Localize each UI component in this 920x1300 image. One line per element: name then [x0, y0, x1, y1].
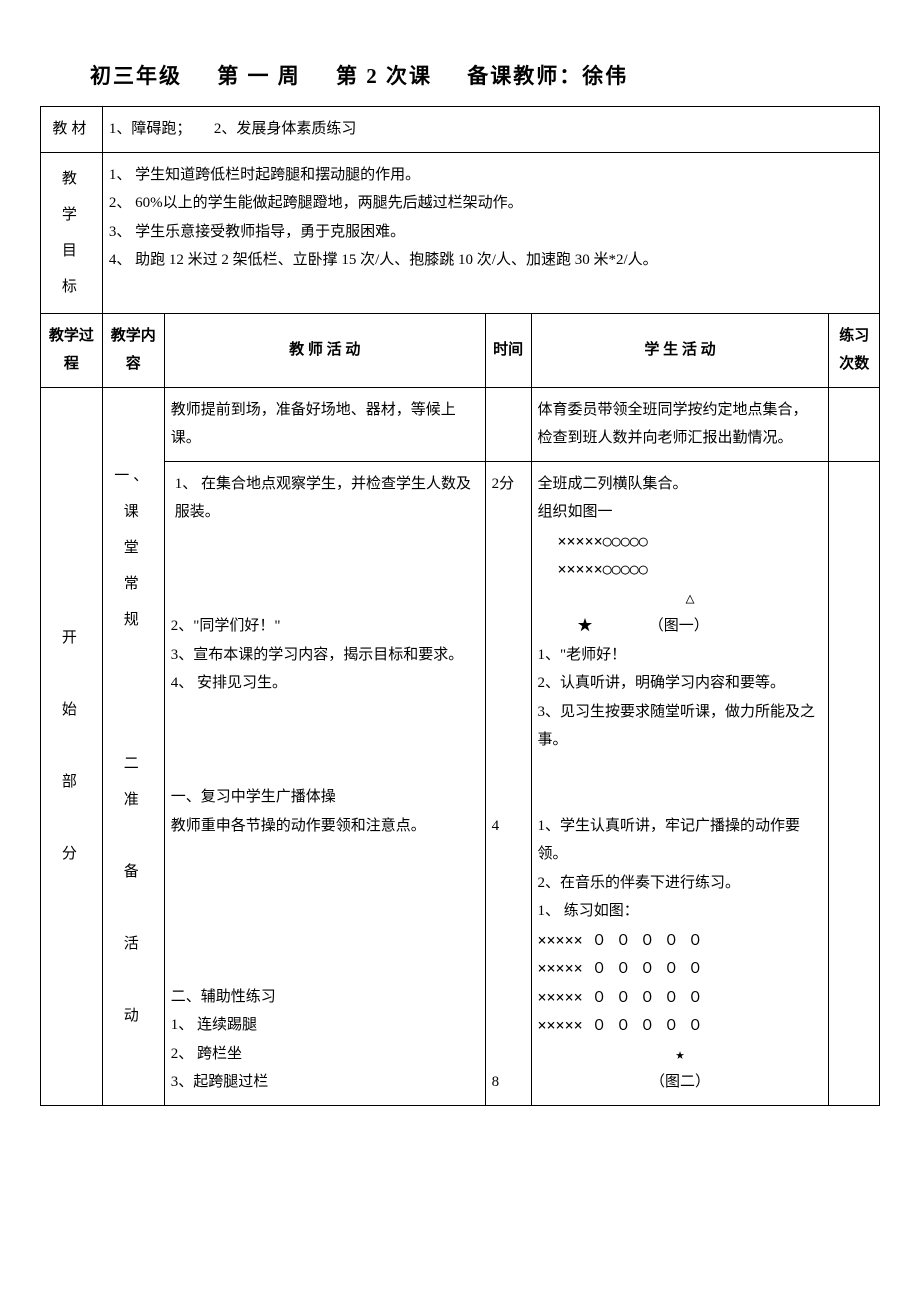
col-process: 教学过程	[41, 313, 103, 387]
teacher-pre: 教师提前到场，准备好场地、器材，等候上课。	[164, 387, 485, 461]
teacher-sec2-body: 教师重申各节操的动作要领和注意点。	[171, 812, 479, 841]
stu-l2: 组织如图一	[538, 498, 823, 527]
teacher-line4: 4、 安排见习生。	[171, 669, 479, 698]
stu-resp1: 1、"老师好！	[538, 641, 823, 670]
objectives-label: 教学目标	[41, 152, 103, 313]
obj-1: 1、 学生知道跨低栏时起跨腿和摆动腿的作用。	[109, 161, 873, 190]
stu3-l1: 1、学生认真听讲，牢记广播操的动作要领。	[538, 812, 823, 869]
f1-tri: △	[558, 584, 823, 613]
time-pre	[485, 387, 531, 461]
col-reps: 练习次数	[829, 313, 880, 387]
stu-resp2: 2、认真听讲，明确学习内容和要等。	[538, 669, 823, 698]
teacher-main: 1、 在集合地点观察学生，并检查学生人数及服装。 2、"同学们好！" 3、宣布本…	[164, 461, 485, 1105]
reps-pre	[829, 387, 880, 461]
stu3-l3: 1、 练习如图：	[538, 897, 823, 926]
f2-r4: ××××× ０ ０ ０ ０ ０	[538, 1011, 823, 1040]
time-1: 2分	[492, 470, 525, 499]
f1-r1: ×××××○○○○○	[558, 527, 823, 556]
f2-r1: ××××× ０ ０ ０ ０ ０	[538, 926, 823, 955]
stu-resp3: 3、见习生按要求随堂听课，做力所能及之事。	[538, 698, 823, 755]
f2-r3: ××××× ０ ０ ０ ０ ０	[538, 983, 823, 1012]
week: 第 一 周	[217, 64, 301, 88]
material-label: 教材	[41, 107, 103, 153]
f1-star: ★	[578, 618, 593, 634]
time-2: 4	[492, 812, 525, 841]
teacher-sec3-l2: 2、 跨栏坐	[171, 1040, 479, 1069]
obj-4: 4、 助跑 12 米过 2 架低栏、立卧撑 15 次/人、抱膝跳 10 次/人、…	[109, 246, 873, 275]
col-time: 时间	[485, 313, 531, 387]
main-activity-row: 1、 在集合地点观察学生，并检查学生人数及服装。 2、"同学们好！" 3、宣布本…	[41, 461, 880, 1105]
material-row: 教材 1、障碍跑； 2、发展身体素质练习	[41, 107, 880, 153]
f1-r2: ×××××○○○○○	[558, 555, 823, 584]
teacher: 备课教师：徐伟	[467, 64, 628, 88]
teacher-line1: 1、 在集合地点观察学生，并检查学生人数及服装。	[171, 470, 479, 527]
pre-class-row: 开始部分 一、课堂常规二准备活动 教师提前到场，准备好场地、器材，等候上课。 体…	[41, 387, 880, 461]
fig1-cap: （图一）	[656, 618, 709, 634]
teacher-line2: 2、"同学们好！"	[171, 612, 479, 641]
lesson-plan-table: 教材 1、障碍跑； 2、发展身体素质练习 教学目标 1、 学生知道跨低栏时起跨腿…	[40, 106, 880, 1106]
f2-r2: ××××× ０ ０ ０ ０ ０	[538, 954, 823, 983]
f2-star: ★	[538, 1040, 823, 1069]
student-pre: 体育委员带领全班同学按约定地点集合，检查到班人数并向老师汇报出勤情况。	[531, 387, 829, 461]
fig2-cap: （图二）	[538, 1068, 823, 1097]
teacher-line3: 3、宣布本课的学习内容，揭示目标和要求。	[171, 641, 479, 670]
student-main: 全班成二列横队集合。 组织如图一 ×××××○○○○○ ×××××○○○○○ △…	[531, 461, 829, 1105]
stu3-l2: 2、在音乐的伴奏下进行练习。	[538, 869, 823, 898]
teacher-sec3-title: 二、辅助性练习	[171, 983, 479, 1012]
obj-3: 3、 学生乐意接受教师指导，勇于克服困难。	[109, 218, 873, 247]
time-main: 2分 4 8	[485, 461, 531, 1105]
figure1-line: ★ （图一）	[538, 612, 823, 641]
col-content: 教学内容	[102, 313, 164, 387]
formation1: ×××××○○○○○ ×××××○○○○○ △	[538, 527, 823, 613]
reps-main	[829, 461, 880, 1105]
material-content: 1、障碍跑； 2、发展身体素质练习	[102, 107, 879, 153]
teacher-sec3-l1: 1、 连续踢腿	[171, 1011, 479, 1040]
col-teacher: 教 师 活 动	[164, 313, 485, 387]
column-header-row: 教学过程 教学内容 教 师 活 动 时间 学 生 活 动 练习次数	[41, 313, 880, 387]
objectives-row: 教学目标 1、 学生知道跨低栏时起跨腿和摆动腿的作用。 2、 60%以上的学生能…	[41, 152, 880, 313]
process-start: 开始部分	[41, 387, 103, 1105]
grade: 初三年级	[90, 64, 182, 88]
teacher-sec3-l3: 3、起跨腿过栏	[171, 1068, 479, 1097]
content-section: 一、课堂常规二准备活动	[102, 387, 164, 1105]
time-3: 8	[492, 1068, 525, 1097]
objectives-content: 1、 学生知道跨低栏时起跨腿和摆动腿的作用。 2、 60%以上的学生能做起跨腿蹬…	[102, 152, 879, 313]
col-student: 学 生 活 动	[531, 313, 829, 387]
page-title: 初三年级 第 一 周 第 2 次课 备课教师：徐伟	[40, 60, 880, 90]
formation2: ××××× ０ ０ ０ ０ ０ ××××× ０ ０ ０ ０ ０ ××××× ０ …	[538, 926, 823, 1069]
obj-2: 2、 60%以上的学生能做起跨腿蹬地，两腿先后越过栏架动作。	[109, 189, 873, 218]
stu-l1: 全班成二列横队集合。	[538, 470, 823, 499]
lesson: 第 2 次课	[336, 64, 432, 88]
teacher-sec2-title: 一、复习中学生广播体操	[171, 783, 479, 812]
